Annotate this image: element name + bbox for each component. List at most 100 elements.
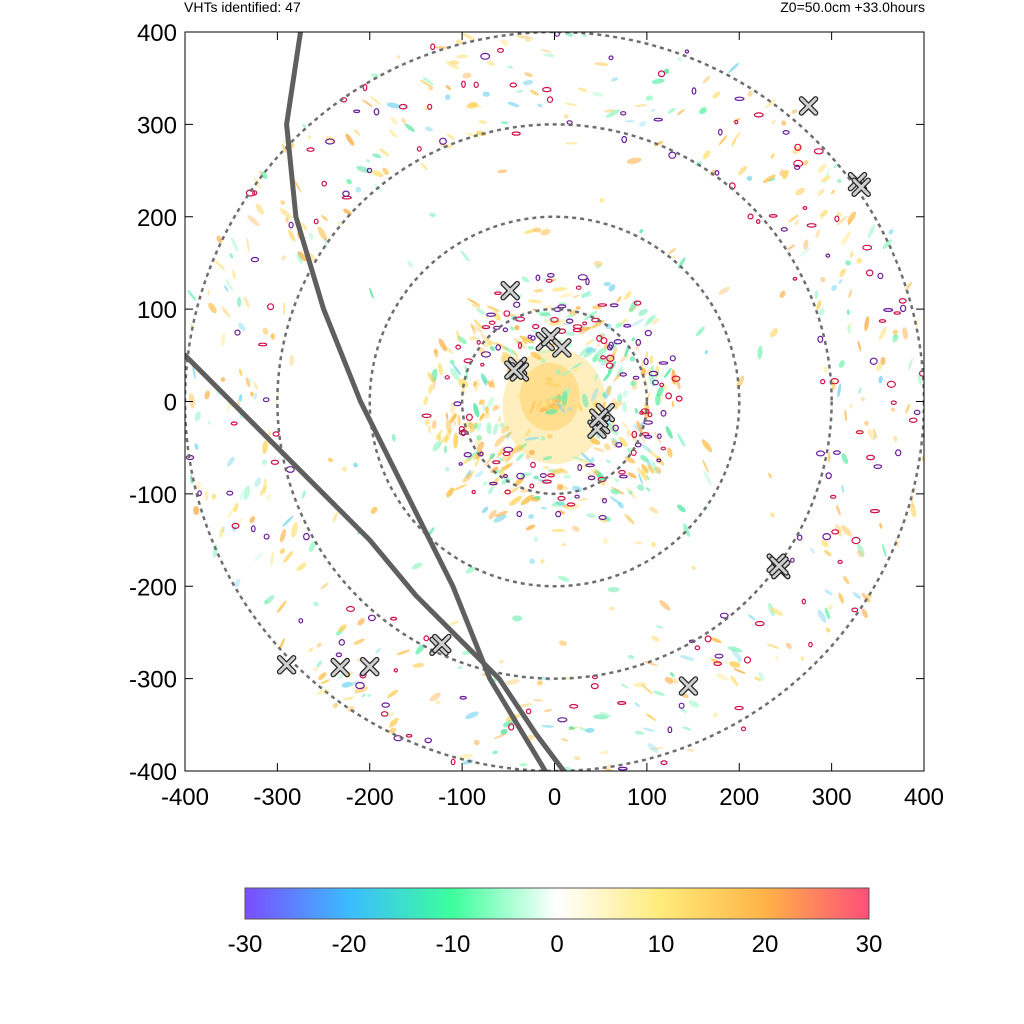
field-blob (634, 702, 640, 707)
field-blob (468, 421, 473, 429)
field-blob (650, 541, 657, 548)
contour-loop (572, 324, 583, 330)
field-blob (498, 422, 505, 428)
field-blob (449, 413, 457, 424)
field-blob (624, 290, 632, 300)
field-blob (637, 467, 645, 477)
field-blob (888, 229, 894, 235)
field-blob (432, 440, 442, 452)
contour-loop (366, 167, 373, 174)
field-blob (563, 474, 572, 479)
field-blob (627, 655, 635, 659)
contour-loop (913, 409, 921, 416)
case-label: Z0=50.0cm +33.0hours (780, 0, 925, 15)
field-blob (500, 355, 506, 363)
field-blob (748, 614, 756, 621)
field-blob (528, 449, 536, 456)
field-blob (476, 441, 485, 452)
field-blob (891, 407, 895, 412)
field-blob (321, 215, 328, 221)
field-blob (622, 421, 629, 429)
field-blob (529, 89, 539, 96)
field-blob (848, 289, 853, 299)
field-blob (565, 331, 576, 336)
field-blob (433, 349, 438, 354)
field-blob (514, 337, 526, 349)
contour-loop (362, 83, 368, 92)
field-blob (663, 383, 667, 392)
field-blob (204, 490, 209, 502)
field-blob (595, 263, 602, 269)
field-blob (827, 604, 833, 610)
field-blob (216, 235, 223, 244)
field-blob (667, 108, 676, 114)
contour-loop (643, 357, 649, 366)
contour-loop (605, 362, 614, 369)
field-blob (460, 250, 470, 262)
contour-loop (262, 397, 270, 403)
field-blob (283, 550, 294, 563)
field-blob (590, 457, 595, 463)
contour-loop (321, 180, 328, 187)
field-blob (249, 516, 256, 524)
field-blob (640, 454, 649, 463)
contour-loop (659, 382, 665, 388)
field-blob (836, 504, 841, 516)
contour-loop (267, 303, 275, 311)
field-blob (355, 186, 362, 193)
colorbar-ticks: -30 -20 -10 0 10 20 30 (228, 931, 883, 958)
field-blob (565, 142, 578, 145)
contour-loop (643, 420, 653, 425)
field-blob (328, 457, 333, 463)
field-blob (782, 169, 789, 180)
field-blob (843, 575, 850, 585)
contour-loop (270, 459, 280, 465)
field-blob (593, 471, 599, 476)
field-blob (702, 459, 709, 473)
field-blob (536, 398, 543, 411)
field-blob (412, 663, 425, 668)
field-blob (622, 401, 628, 413)
field-blob (482, 481, 488, 486)
contour-loop (806, 223, 817, 228)
field-blob (537, 103, 543, 108)
field-blob (557, 395, 563, 401)
field-blob (643, 661, 658, 666)
contour-loop (862, 244, 873, 251)
field-blob (420, 79, 431, 87)
y-tick-label: 100 (137, 297, 177, 324)
field-blob (641, 359, 644, 375)
contour-loop (489, 481, 498, 486)
field-blob (497, 169, 508, 174)
contour-loop (444, 375, 450, 380)
field-blob (546, 376, 553, 382)
field-blob (815, 229, 821, 238)
field-blob (882, 239, 893, 249)
field-blob (486, 60, 495, 67)
contour-loop (754, 620, 765, 627)
field-blob (856, 257, 863, 264)
field-blob (824, 549, 832, 557)
range-ring (368, 215, 741, 588)
contour-loop (869, 357, 878, 365)
field-blob (270, 333, 275, 340)
field-blob (493, 514, 507, 523)
field-blob (429, 212, 437, 218)
contour-loop (834, 215, 840, 223)
contour-loop (234, 329, 241, 336)
field-blob (473, 739, 480, 746)
field-blob (288, 229, 296, 242)
contour-loop (660, 446, 667, 451)
contour-loop (585, 278, 590, 286)
field-blob (788, 214, 799, 223)
field-blob (568, 726, 575, 730)
field-blob (803, 239, 809, 250)
contour-loop (258, 342, 268, 347)
field-blob (461, 32, 476, 41)
field-blob (645, 351, 649, 359)
field-blob (785, 642, 792, 649)
field-blob (233, 502, 239, 513)
field-blob (645, 95, 654, 101)
field-blob (650, 365, 654, 372)
contour-loop (743, 656, 752, 664)
